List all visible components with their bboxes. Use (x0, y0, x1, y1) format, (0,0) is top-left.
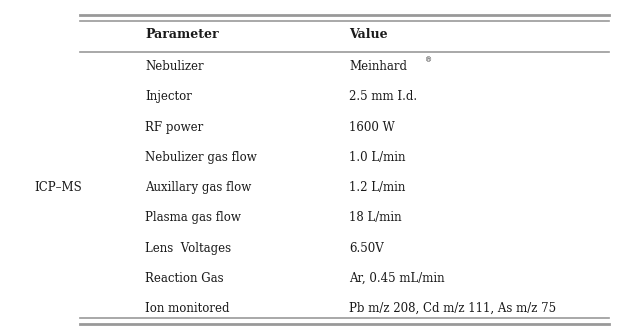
Text: ®: ® (425, 56, 433, 64)
Text: Auxillary gas flow: Auxillary gas flow (145, 181, 252, 194)
Text: Nebulizer: Nebulizer (145, 60, 204, 73)
Text: Parameter: Parameter (145, 28, 219, 42)
Text: Pb m/z 208, Cd m/z 111, As m/z 75: Pb m/z 208, Cd m/z 111, As m/z 75 (349, 302, 556, 315)
Text: 18 L/min: 18 L/min (349, 211, 402, 224)
Text: ICP–MS: ICP–MS (34, 181, 82, 194)
Text: 6.50V: 6.50V (349, 242, 384, 255)
Text: Lens  Voltages: Lens Voltages (145, 242, 231, 255)
Text: 1600 W: 1600 W (349, 121, 395, 134)
Text: RF power: RF power (145, 121, 203, 134)
Text: Reaction Gas: Reaction Gas (145, 272, 224, 285)
Text: 2.5 mm I.d.: 2.5 mm I.d. (349, 91, 417, 104)
Text: Nebulizer gas flow: Nebulizer gas flow (145, 151, 257, 164)
Text: Injector: Injector (145, 91, 192, 104)
Text: Ion monitored: Ion monitored (145, 302, 230, 315)
Text: Value: Value (349, 28, 388, 42)
Text: 1.0 L/min: 1.0 L/min (349, 151, 405, 164)
Text: 1.2 L/min: 1.2 L/min (349, 181, 405, 194)
Text: Ar, 0.45 mL/min: Ar, 0.45 mL/min (349, 272, 445, 285)
Text: Meinhard: Meinhard (349, 60, 407, 73)
Text: Plasma gas flow: Plasma gas flow (145, 211, 241, 224)
